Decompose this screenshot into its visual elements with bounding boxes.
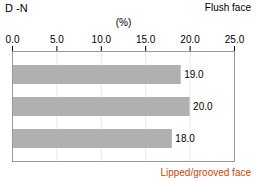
html-text:D -N: D -N [5,2,28,14]
svg-text:0.0: 0.0 [6,34,20,45]
svg-text:25.0: 25.0 [225,34,245,45]
svg-text:15.0: 15.0 [136,34,156,45]
svg-text:18.0: 18.0 [175,133,195,144]
svg-text:19.0: 19.0 [184,69,204,80]
svg-text:(%): (%) [116,17,132,28]
svg-text:5.0: 5.0 [50,34,64,45]
html-text:Flush face: Flush face [204,2,251,13]
svg-text:10.0: 10.0 [92,34,112,45]
svg-text:20.0: 20.0 [193,101,213,112]
svg-text:20.0: 20.0 [180,34,200,45]
html-text:Lipped/grooved face: Lipped/grooved face [160,167,251,178]
